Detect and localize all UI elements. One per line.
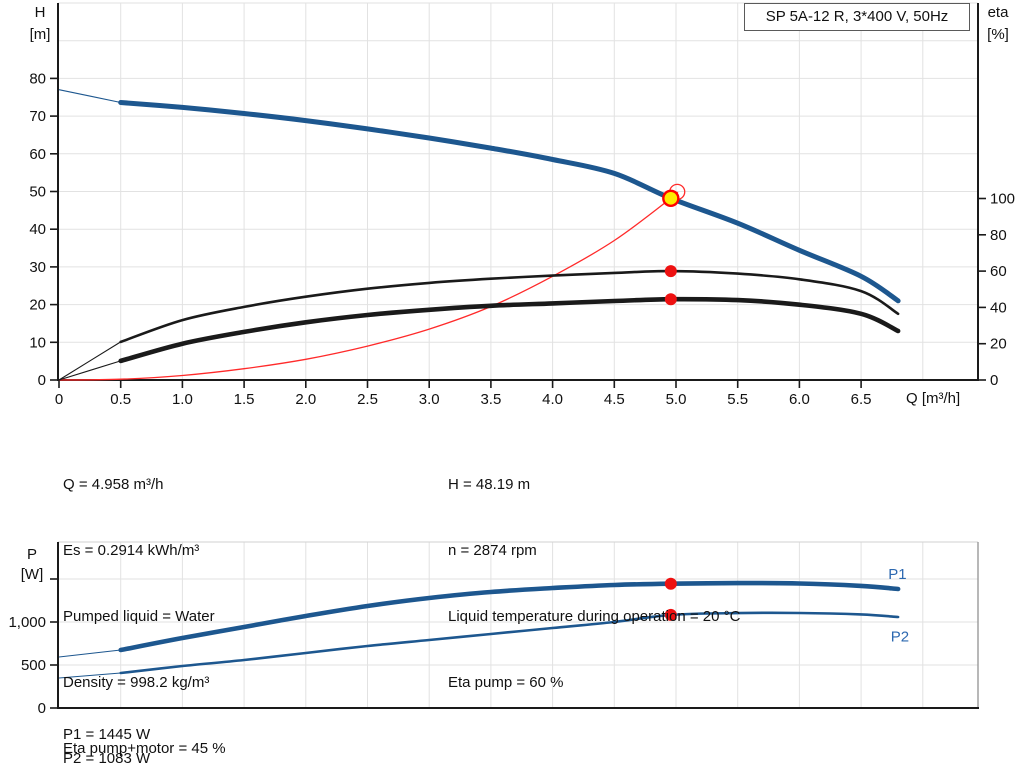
h-tick-label: 70: [29, 108, 46, 125]
h-tick-label: 50: [29, 184, 46, 201]
p1-value-line: P1 = 1445 W: [63, 726, 151, 743]
q-tick-label: 1.5: [234, 391, 255, 408]
info-block-right: H = 48.19 m n = 2874 rpm Liquid temperat…: [448, 430, 740, 738]
info-line: n = 2874 rpm: [448, 542, 537, 559]
eta-tick-label: 40: [990, 299, 1007, 316]
q-tick-label: 6.0: [789, 391, 810, 408]
eta-tick-label: 0: [990, 372, 998, 389]
p-tick-label: 0: [38, 700, 46, 717]
system-curve: [58, 191, 679, 381]
h-tick-label: 40: [29, 221, 46, 238]
power-info-block: P1 = 1445 W P2 = 1083 W: [63, 726, 150, 774]
duty-point-marker: [662, 189, 680, 208]
eta-tick-label: 100: [990, 191, 1015, 208]
q-tick-label: 0.5: [110, 391, 131, 408]
p1-curve-label: P1: [888, 566, 906, 583]
p-axis-unit: [W]: [20, 566, 44, 583]
q-tick-label: 2.0: [295, 391, 316, 408]
p2-curve-lead: [58, 672, 121, 679]
q-tick-label: 0: [55, 391, 63, 408]
q-tick-label: 5.5: [727, 391, 748, 408]
q-tick-label: 4.0: [542, 391, 563, 408]
q-tick-label: 2.5: [357, 391, 378, 408]
h-curve: [118, 100, 901, 304]
h-tick-label: 60: [29, 146, 46, 163]
p1-curve-lead: [58, 649, 121, 658]
p2-curve-label: P2: [891, 629, 909, 646]
info-line: Pumped liquid = Water: [63, 608, 215, 625]
h-tick-label: 30: [29, 259, 46, 276]
eta-axis-symbol: eta: [987, 4, 1009, 21]
eta-tick-label: 80: [990, 227, 1007, 244]
q-tick-label: 6.5: [851, 391, 872, 408]
q-tick-label: 3.0: [419, 391, 440, 408]
info-line: Eta pump = 60 %: [448, 674, 564, 691]
pump-title-box: SP 5A-12 R, 3*400 V, 50Hz: [744, 3, 970, 31]
power-operating-dot: [664, 608, 677, 621]
info-block-left: Q = 4.958 m³/h Es = 0.2914 kWh/m³ Pumped…: [63, 430, 226, 781]
info-line: Eta pump+motor = 45 %: [63, 740, 226, 757]
info-line: H = 48.19 m: [448, 476, 531, 493]
p2-value-line: P2 = 1083 W: [63, 750, 151, 767]
q-tick-label: 5.0: [666, 391, 687, 408]
q-tick-label: 3.5: [480, 391, 501, 408]
q-axis-label: Q [m³/h]: [906, 390, 961, 407]
p1-curve: [118, 580, 901, 653]
eta-operating-dot: [664, 265, 677, 278]
q-tick-label: 1.0: [172, 391, 193, 408]
h-tick-label: 0: [38, 372, 46, 389]
eta-operating-dot: [664, 293, 677, 306]
h-tick-label: 10: [29, 334, 46, 351]
eta-pump-curve: [119, 269, 900, 344]
eta-tick-label: 20: [990, 336, 1007, 353]
h-tick-label: 80: [29, 70, 46, 87]
eta-pump-curve-lead: [58, 341, 121, 381]
h-curve-lead: [58, 89, 121, 104]
p-tick-label: 1,000: [8, 614, 46, 631]
info-line: Q = 4.958 m³/h: [63, 476, 164, 493]
info-line: Es = 0.2914 kWh/m³: [63, 542, 200, 559]
info-line: Density = 998.2 kg/m³: [63, 674, 210, 691]
eta-axis-unit: [%]: [987, 26, 1009, 43]
eta-tick-label: 60: [990, 263, 1007, 280]
h-axis-symbol: H: [34, 4, 46, 21]
p-axis-symbol: P: [26, 546, 37, 563]
info-line: Liquid temperature during operation = 20…: [448, 608, 741, 625]
h-axis-unit: [m]: [29, 26, 51, 43]
p2-curve: [119, 611, 900, 675]
h-tick-label: 20: [29, 297, 46, 314]
q-tick-label: 4.5: [604, 391, 625, 408]
eta-pump-motor-curve-lead: [58, 360, 121, 381]
eta-pump-motor-curve: [118, 296, 901, 364]
p-tick-label: 500: [21, 657, 46, 674]
power-operating-dot: [664, 577, 677, 590]
